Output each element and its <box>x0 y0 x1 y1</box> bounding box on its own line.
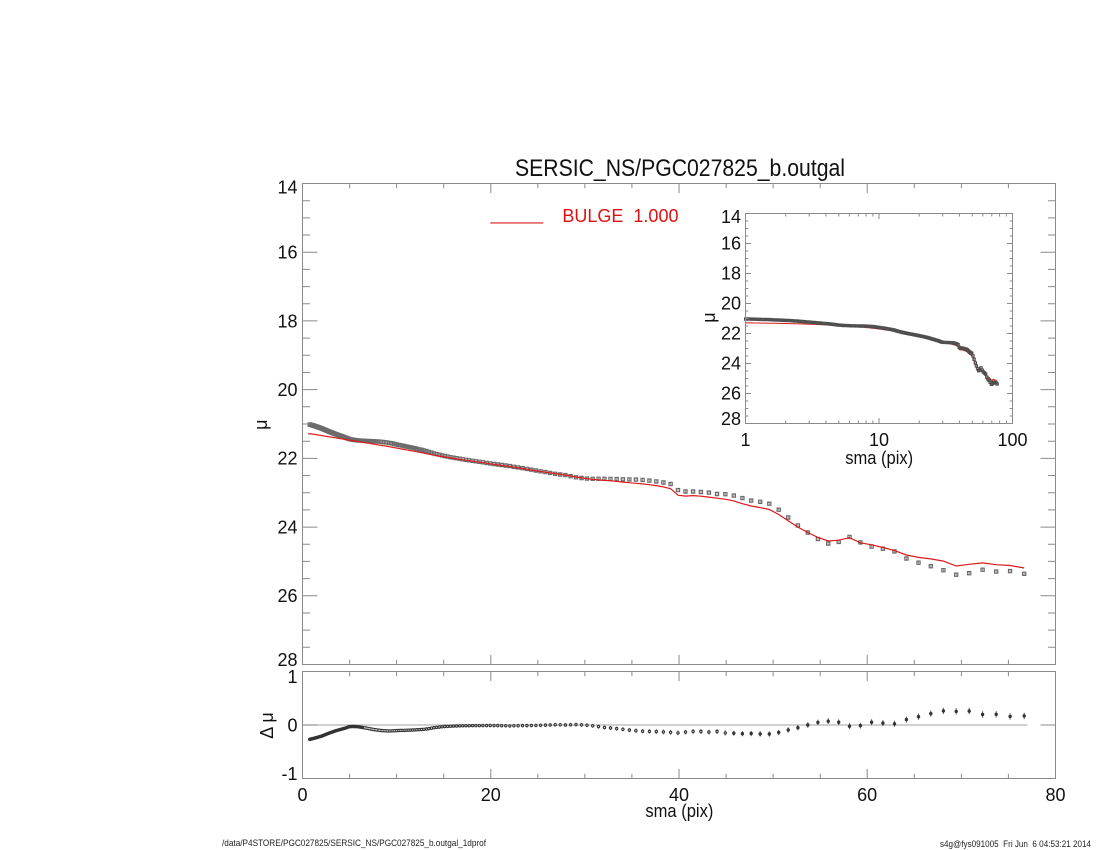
svg-text:18: 18 <box>721 264 741 284</box>
svg-text:Δ μ: Δ μ <box>257 712 277 738</box>
svg-text:0: 0 <box>297 785 307 805</box>
svg-text:μ: μ <box>699 312 719 322</box>
svg-text:20: 20 <box>277 380 297 400</box>
svg-text:14: 14 <box>721 207 741 227</box>
svg-text:1: 1 <box>740 430 750 450</box>
svg-text:sma (pix): sma (pix) <box>845 448 913 468</box>
svg-text:20: 20 <box>481 785 501 805</box>
svg-text:/data/P4STORE/PGC027825/SERSIC: /data/P4STORE/PGC027825/SERSIC_NS/PGC027… <box>222 838 486 848</box>
svg-text:SERSIC_NS/PGC027825_b.outgal: SERSIC_NS/PGC027825_b.outgal <box>515 155 845 182</box>
svg-text:28: 28 <box>721 409 741 429</box>
svg-text:sma (pix): sma (pix) <box>645 801 713 821</box>
svg-text:1: 1 <box>287 667 297 687</box>
svg-text:20: 20 <box>721 294 741 314</box>
svg-text:s4g@fys091005 Fri Jun 6 04:5: s4g@fys091005 Fri Jun 6 04:53:21 2014 <box>940 839 1091 849</box>
svg-text:10: 10 <box>869 430 889 450</box>
svg-text:16: 16 <box>277 243 297 263</box>
svg-text:-1: -1 <box>281 764 297 784</box>
svg-text:24: 24 <box>277 517 297 537</box>
svg-text:μ: μ <box>251 420 271 430</box>
svg-text:16: 16 <box>721 234 741 254</box>
svg-text:40: 40 <box>669 785 689 805</box>
svg-text:28: 28 <box>277 650 297 670</box>
svg-text:100: 100 <box>997 430 1027 450</box>
svg-text:22: 22 <box>277 449 297 469</box>
svg-text:22: 22 <box>721 324 741 344</box>
svg-text:26: 26 <box>721 384 741 404</box>
svg-text:14: 14 <box>277 178 297 198</box>
svg-text:26: 26 <box>277 586 297 606</box>
svg-text:18: 18 <box>277 311 297 331</box>
svg-text:0: 0 <box>287 715 297 735</box>
svg-text:24: 24 <box>721 354 741 374</box>
svg-text:BULGE 1.000: BULGE 1.000 <box>562 206 678 226</box>
svg-text:60: 60 <box>857 785 877 805</box>
svg-text:80: 80 <box>1045 785 1065 805</box>
